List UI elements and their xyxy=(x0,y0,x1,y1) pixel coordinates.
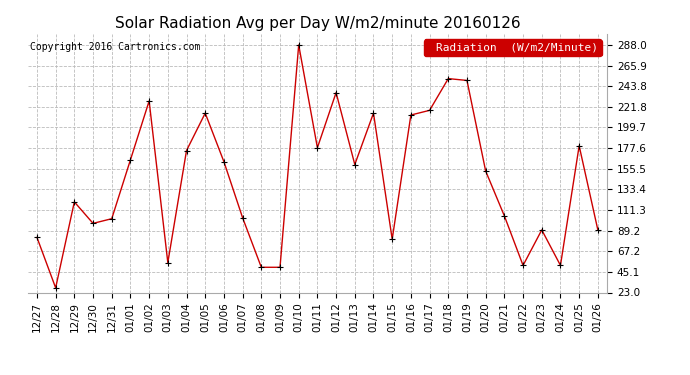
Title: Solar Radiation Avg per Day W/m2/minute 20160126: Solar Radiation Avg per Day W/m2/minute … xyxy=(115,16,520,31)
Text: Copyright 2016 Cartronics.com: Copyright 2016 Cartronics.com xyxy=(30,42,201,51)
Legend: Radiation  (W/m2/Minute): Radiation (W/m2/Minute) xyxy=(424,39,602,56)
